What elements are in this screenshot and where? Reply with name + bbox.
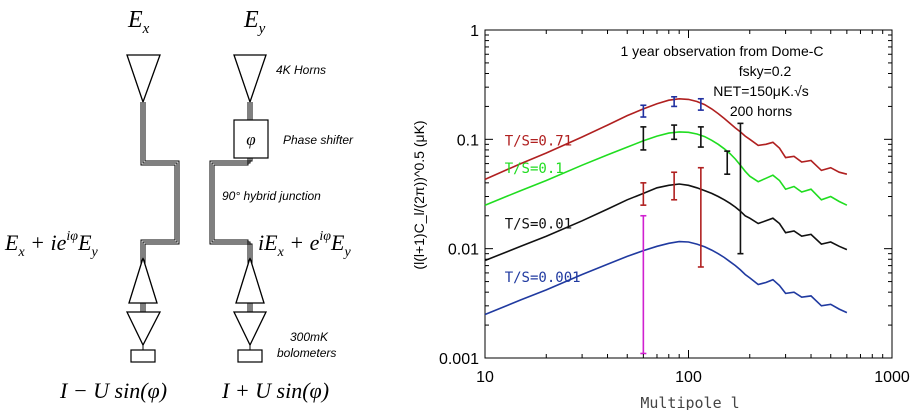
bolometer-right-icon bbox=[237, 349, 263, 363]
horn-left-icon bbox=[126, 54, 161, 104]
series-label-2: T/S=0.01 bbox=[505, 217, 572, 233]
right-result: I + U sin(φ) bbox=[221, 378, 329, 403]
bolometer-label-line2: bolometers bbox=[277, 346, 336, 360]
chart-series-labels: T/S=0.71 T/S=0.1 T/S=0.01 T/S=0.001 bbox=[505, 133, 581, 286]
y-tick-label-0: 0.001 bbox=[439, 351, 479, 368]
ex-label: Ex bbox=[127, 7, 150, 37]
bolometer-left-icon bbox=[130, 349, 156, 363]
ey-label: Ey bbox=[243, 7, 266, 37]
coupler-right-icon bbox=[235, 255, 265, 304]
series-line-3 bbox=[484, 240, 848, 316]
chart-error-bars bbox=[640, 95, 744, 355]
right-output-equation: iEx + eiφEy bbox=[258, 229, 352, 260]
annotation-line-1: 1 year observation from Dome-C bbox=[620, 43, 823, 59]
coupler-left-icon bbox=[128, 255, 158, 304]
series-label-0: T/S=0.71 bbox=[505, 133, 572, 149]
x-axis-label: Multipole l bbox=[640, 394, 739, 410]
waveguide-right bbox=[209, 102, 253, 330]
x-tick-label-0: 10 bbox=[476, 369, 494, 386]
phase-shifter-label: Phase shifter bbox=[283, 133, 354, 147]
series-line-1 bbox=[484, 131, 848, 206]
chart-curves bbox=[484, 97, 848, 316]
feed-left-icon bbox=[125, 311, 162, 347]
series-label-3: T/S=0.001 bbox=[505, 270, 581, 286]
phase-shifter-box bbox=[233, 119, 269, 159]
left-result: I − U sin(φ) bbox=[59, 378, 167, 403]
series-line-2 bbox=[484, 183, 848, 262]
y-axis-label: (l(l+1)C_l/(2π))^0.5 (μK) bbox=[411, 120, 427, 269]
phase-shifter-symbol: φ bbox=[246, 130, 255, 149]
series-line-0 bbox=[484, 97, 848, 181]
bolometer-label-line1: 300mK bbox=[290, 330, 329, 344]
polarimeter-diagram: Ex Ey 4K Horns φ Phase shifter 90° hybri… bbox=[4, 7, 354, 403]
horn-right-icon bbox=[233, 54, 267, 105]
annotation-line-2: fsky=0.2 bbox=[739, 63, 792, 79]
annotation-line-3: NET=150μK.√s bbox=[713, 83, 809, 99]
annotation-line-4: 200 horns bbox=[730, 103, 792, 119]
series-label-1: T/S=0.1 bbox=[505, 161, 564, 177]
chart-ticks: 0.001 0.01 0.1 1 10 100 1000 bbox=[439, 23, 910, 386]
x-tick-label-2: 1000 bbox=[874, 369, 910, 386]
feed-right-icon bbox=[232, 311, 268, 347]
y-tick-label-1: 0.01 bbox=[448, 242, 479, 259]
y-tick-label-2: 0.1 bbox=[457, 132, 479, 149]
plot-frame bbox=[484, 29, 893, 359]
left-output-equation: Ex + ieiφEy bbox=[4, 229, 99, 260]
hybrid-junction-label: 90° hybrid junction bbox=[222, 189, 321, 203]
y-tick-label-3: 1 bbox=[470, 23, 479, 40]
horns-label: 4K Horns bbox=[276, 63, 326, 77]
x-tick-label-1: 100 bbox=[675, 369, 702, 386]
